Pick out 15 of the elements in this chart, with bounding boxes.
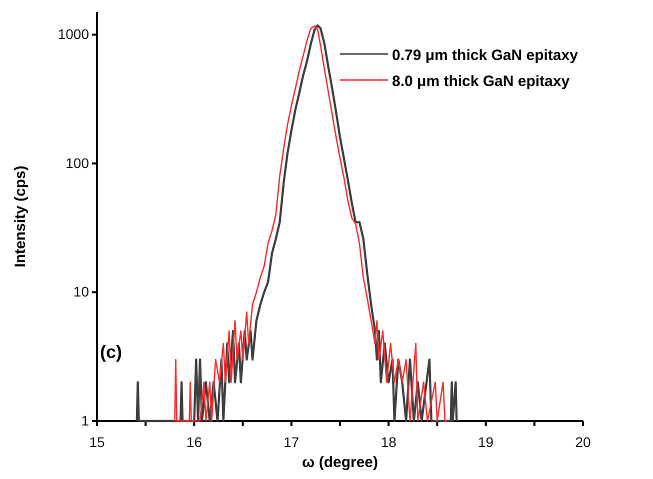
x-tick-label: 17 [284, 434, 300, 450]
x-tick-label: 19 [478, 434, 494, 450]
x-tick-label: 20 [575, 434, 591, 450]
annotation: (c) [100, 342, 122, 362]
y-tick-label: 1 [81, 412, 90, 428]
x-axis-title: ω (degree) [302, 454, 378, 471]
x-tick-label: 18 [380, 434, 397, 450]
y-tick-label: 1000 [58, 26, 90, 42]
legend-label: 8.0 μm thick GaN epitaxy [392, 73, 570, 90]
legend-label: 0.79 μm thick GaN epitaxy [392, 47, 579, 64]
x-tick-label: 15 [89, 434, 105, 450]
y-tick-label: 100 [66, 154, 90, 171]
x-tick-label: 16 [186, 434, 202, 450]
y-tick-label: 10 [73, 284, 90, 300]
y-axis-title: Intensity (cps) [12, 166, 29, 268]
